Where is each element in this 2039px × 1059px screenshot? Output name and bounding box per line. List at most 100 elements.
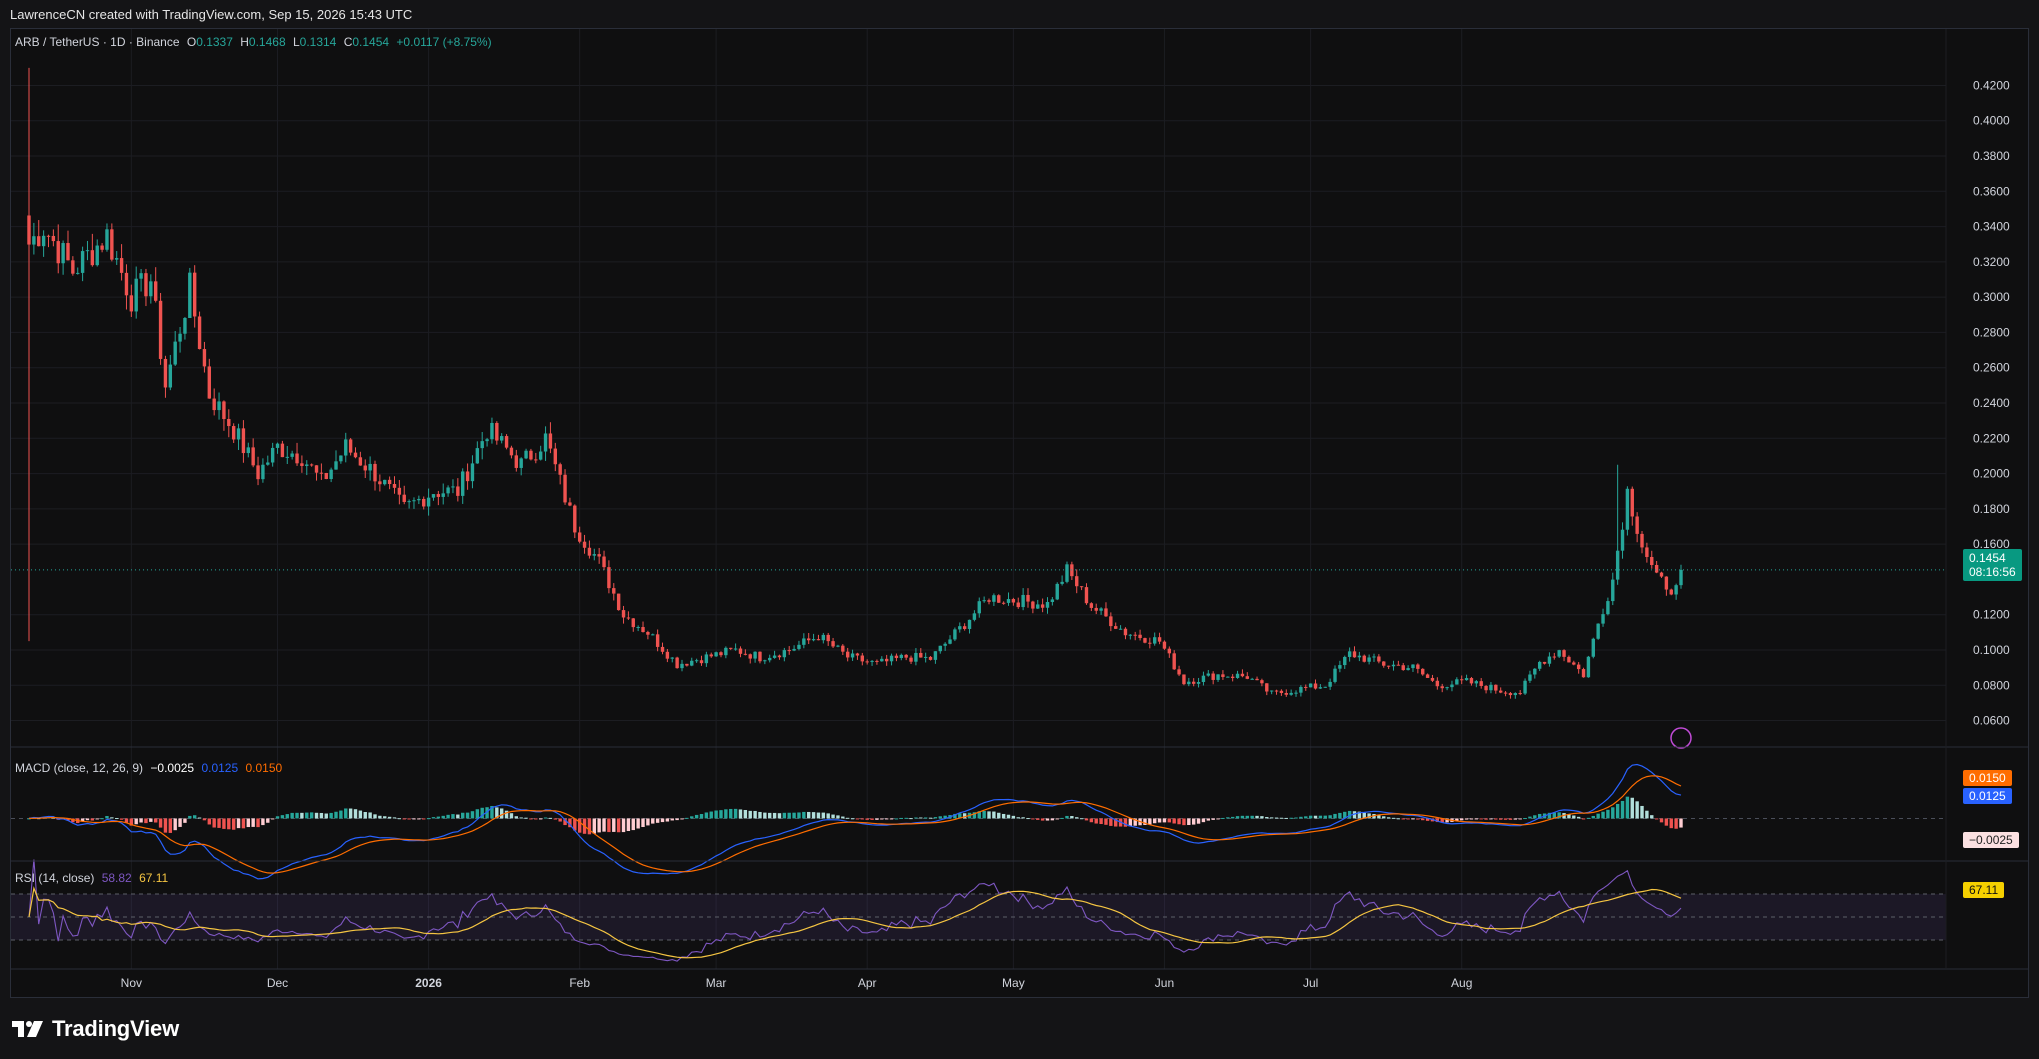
candle-body [1250,678,1254,680]
candle-body [680,663,684,669]
symbol-label[interactable]: ARB / TetherUS · 1D · Binance [15,35,180,49]
macd-histogram-bar [480,807,484,819]
candle-body [587,547,592,556]
chart-area[interactable]: 0.4200 0.4000 0.3800 0.3600 0.3400 0.3200 0.30… [10,28,2029,998]
candle-body [51,235,56,242]
macd-histogram-bar [597,818,601,833]
macd-histogram-bar [290,812,294,819]
macd-histogram-bar [1659,818,1664,823]
candle-body [1455,679,1459,685]
candle-body [621,610,626,618]
candle-body [1031,601,1035,609]
macd-histogram-bar [66,818,70,821]
macd-histogram-bar [807,811,811,819]
candle-body [1304,686,1308,688]
candle-body [987,600,991,602]
macd-histogram-bar [1016,817,1020,819]
price-pane [11,67,1946,749]
macd-histogram-bar [558,818,562,822]
macd-histogram-bar [207,818,212,825]
candle-body [163,358,168,388]
macd-histogram-bar [1479,818,1483,820]
candle-body [1430,677,1435,681]
macd-histogram-bar [763,812,767,819]
macd-histogram-bar [982,810,986,819]
macd-histogram-bar [836,815,840,819]
macd-histogram-bar [553,818,558,820]
macd-histogram-bar [1630,797,1634,819]
macd-histogram-bar [192,815,197,819]
candle-body [636,627,640,629]
candle-body [1089,603,1094,608]
low-label: L [292,35,300,49]
brand-name: TradingView [52,1016,179,1041]
macd-histogram-bar [1065,815,1069,819]
candle-body [465,471,470,482]
rsi-label[interactable]: RSI (14, close) [15,871,95,885]
rsi-legend: RSI (14, close) 58.82 67.11 [15,871,172,885]
candle-body [1148,642,1152,644]
macd-histogram-bar [690,816,694,819]
candle-body [1425,674,1430,678]
candle-body [1265,683,1269,692]
candle-body [1235,673,1240,678]
macd-histogram-bar [1601,811,1605,819]
macd-histogram-bar [275,816,280,819]
candle-body [480,441,484,449]
candle-body [797,644,801,649]
macd-histogram-bar [724,809,728,819]
tradingview-logo[interactable]: TradingView [12,1016,179,1042]
macd-histogram-bar [1084,818,1089,821]
macd-histogram-bar [1498,818,1503,820]
macd-histogram-bar [266,818,270,823]
close-label: C [343,35,353,49]
macd-histogram-bar [719,810,723,819]
candle-body [1537,661,1542,669]
candle-body [387,479,392,484]
macd-histogram-bar [1572,815,1576,819]
candle-body [1586,656,1591,678]
macd-histogram-bar [1620,800,1625,819]
macd-histogram-bar [977,811,981,819]
macd-histogram-bar [1591,815,1595,819]
macd-label[interactable]: MACD (close, 12, 26, 9) [15,761,144,775]
candle-body [1382,661,1386,666]
candle-body [154,281,158,301]
macd-histogram-bar [660,818,665,823]
candle-body [1435,680,1440,687]
macd-histogram-bar [178,818,182,827]
macd-histogram-bar [105,816,109,819]
macd-histogram-bar [163,818,168,833]
open-label: O [186,35,197,49]
candle-body [1075,576,1079,587]
macd-histogram-bar [1352,811,1357,819]
macd-histogram-bar [1045,818,1050,821]
lightning-icon [1670,727,1692,749]
macd-histogram-bar [655,818,660,823]
candle-body [1494,684,1498,691]
candle-body [1533,668,1537,675]
macd-histogram-bar [222,818,226,829]
candle-body [339,455,343,462]
macd-histogram-bar [1250,815,1254,819]
candle-body [1084,587,1089,604]
macd-histogram-bar [154,818,158,823]
candle-body [777,655,782,658]
macd-histogram-bar [1650,815,1654,819]
candle-body [1484,686,1488,691]
candle-body [1377,656,1381,662]
macd-histogram-bar [1503,818,1508,820]
candle-body [134,278,138,312]
candle-body [967,619,972,629]
macd-histogram-bar [865,818,869,820]
macd-histogram-bar [1528,816,1532,819]
macd-histogram-bar [738,809,743,819]
candle-body [923,656,928,658]
macd-histogram-bar [704,812,709,819]
y-tick-label: 0.3000 [1973,290,2010,304]
macd-histogram-bar [753,810,757,819]
chart-svg[interactable]: 0.4200 0.4000 0.3800 0.3600 0.3400 0.3200 0.30… [11,29,2028,997]
macd-histogram-bar [227,818,231,830]
candle-body [353,452,358,458]
candle-body [80,251,85,273]
